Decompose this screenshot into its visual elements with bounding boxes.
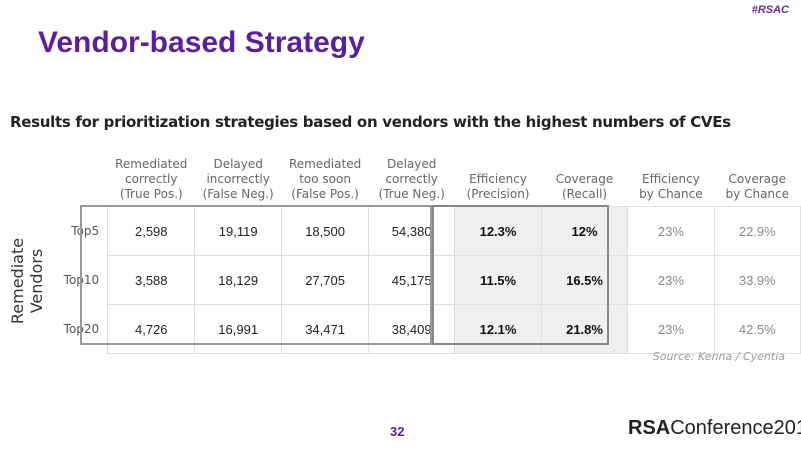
table-row: Top20 4,726 16,991 34,471 38,409 12.1% 21.8% 23… bbox=[22, 304, 801, 354]
table-cell: 22.9% bbox=[713, 206, 801, 256]
column-header: Coverage by Chance bbox=[714, 150, 800, 207]
column-header: Remediated too soon (False Pos.) bbox=[282, 150, 369, 207]
table-cell: 34,471 bbox=[280, 304, 370, 354]
row-label: Top20 bbox=[63, 322, 100, 336]
column-header: Efficiency by Chance bbox=[628, 150, 714, 207]
table-caption: Results for prioritization strategies ba… bbox=[10, 113, 731, 131]
table-cell: 18,129 bbox=[194, 255, 282, 305]
column-header-line: (False Pos.) bbox=[291, 187, 359, 201]
table-cell: 16.5% bbox=[540, 255, 629, 305]
column-header-line: Remediated bbox=[288, 157, 362, 171]
column-header-line: Coverage bbox=[728, 172, 787, 186]
table-cell: 23% bbox=[627, 304, 715, 354]
column-header-line: Delayed bbox=[386, 157, 437, 171]
column-header: Delayed correctly (True Neg.) bbox=[369, 150, 455, 207]
column-header-line: (Precision) bbox=[466, 187, 530, 201]
column-header-line: (False Neg.) bbox=[202, 187, 274, 201]
table-cell: 4,726 bbox=[107, 304, 196, 354]
corner-cell bbox=[22, 150, 108, 207]
row-label: Top10 bbox=[63, 273, 100, 287]
column-header-line: (Recall) bbox=[561, 187, 608, 201]
table-cell: 23% bbox=[627, 255, 715, 305]
column-header-line: Efficiency bbox=[641, 172, 700, 186]
column-header-line: by Chance bbox=[725, 187, 790, 201]
column-header-line: Efficiency bbox=[469, 172, 527, 186]
table-row: Top10 3,588 18,129 27,705 45,175 11.5% 16.5% 23… bbox=[22, 255, 801, 305]
column-header-line: by Chance bbox=[639, 187, 703, 201]
column-header-line: (True Pos.) bbox=[119, 187, 183, 201]
row-label: Top5 bbox=[71, 224, 100, 238]
page-number: 32 bbox=[390, 424, 405, 439]
table-cell: 27,705 bbox=[280, 255, 370, 305]
table-cell: 23% bbox=[627, 206, 715, 256]
table-cell: 38,409 bbox=[368, 304, 456, 354]
table-cell: 16,991 bbox=[194, 304, 282, 354]
column-header: Coverage (Recall) bbox=[541, 150, 627, 207]
source-note: Source: Kenna / Cyentia bbox=[652, 350, 785, 363]
results-table: Remediated correctly (True Pos.) Delayed inc… bbox=[22, 150, 801, 354]
column-header-line: Delayed bbox=[213, 157, 263, 171]
column-header-line: Remediated bbox=[115, 157, 188, 171]
table-cell: 2,598 bbox=[107, 206, 196, 256]
table-row: Top5 2,598 19,119 18,500 54,380 12.3% 12% 23% 22… bbox=[22, 206, 801, 256]
table-cell: 3,588 bbox=[107, 255, 196, 305]
table-cell: 54,380 bbox=[368, 206, 456, 256]
rsa-conference-logo: RSAConference2019 bbox=[628, 417, 801, 439]
column-header-line: correctly bbox=[385, 172, 438, 186]
table-cell: 12% bbox=[540, 206, 629, 256]
table-cell: 18,500 bbox=[280, 206, 370, 256]
column-header-line: Coverage bbox=[555, 172, 614, 186]
table-cell: 12.3% bbox=[454, 206, 542, 256]
table-cell: 42.5% bbox=[713, 304, 801, 354]
column-header: Remediated correctly (True Pos.) bbox=[108, 150, 195, 207]
table-cell: 19,119 bbox=[194, 206, 282, 256]
table-cell: 33.9% bbox=[713, 255, 801, 305]
column-header-line: (True Neg.) bbox=[378, 187, 445, 201]
table-cell: 11.5% bbox=[454, 255, 542, 305]
table-cell: 21.8% bbox=[540, 304, 629, 354]
slide-title: Vendor-based Strategy bbox=[38, 26, 365, 59]
column-header-line: correctly bbox=[125, 172, 178, 186]
column-header: Delayed incorrectly (False Neg.) bbox=[195, 150, 282, 207]
column-header: Efficiency (Precision) bbox=[455, 150, 542, 207]
rsac-hashtag: #RSAC bbox=[751, 4, 789, 16]
column-header-line: too soon bbox=[299, 172, 351, 186]
table-cell: 12.1% bbox=[454, 304, 542, 354]
column-header-line: incorrectly bbox=[206, 172, 270, 186]
table-cell: 45,175 bbox=[368, 255, 456, 305]
